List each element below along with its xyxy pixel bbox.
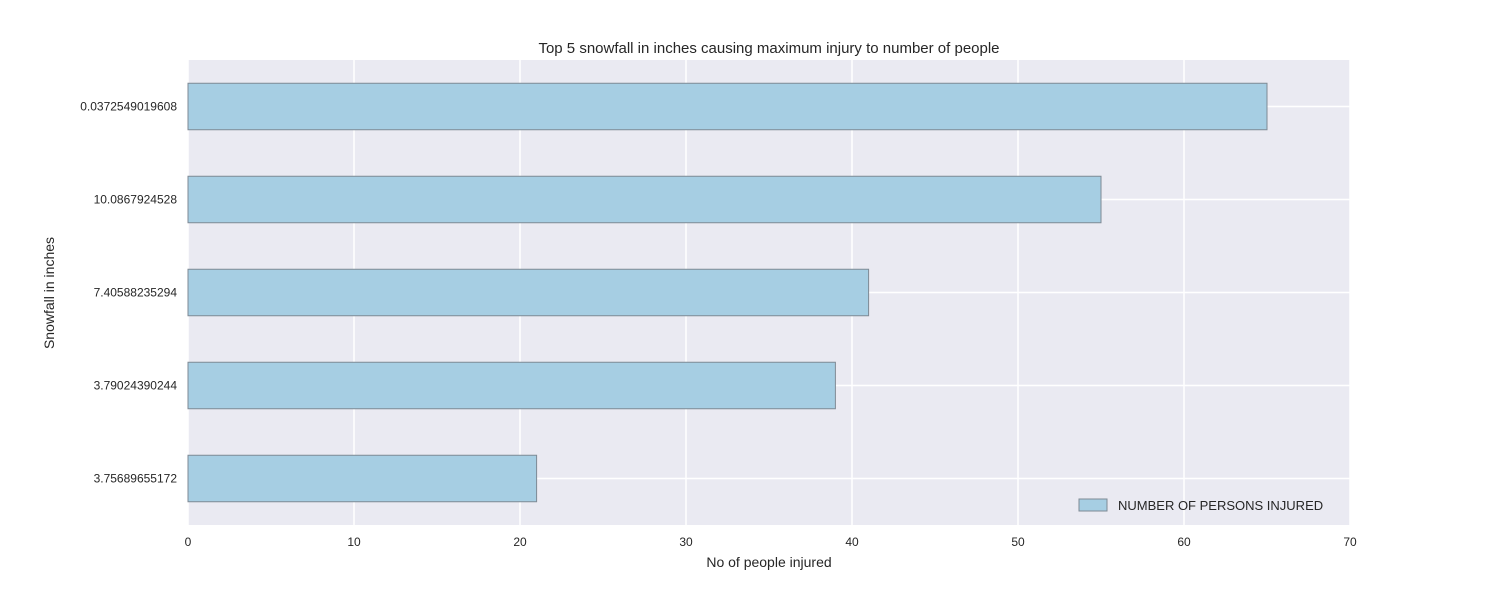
y-axis-label: Snowfall in inches (41, 237, 57, 349)
legend-label: NUMBER OF PERSONS INJURED (1118, 498, 1323, 513)
y-tick-label: 10.0867924528 (94, 193, 178, 207)
y-tick-label: 0.0372549019608 (80, 100, 177, 114)
legend-swatch (1078, 498, 1108, 512)
x-axis-ticks: 0 10 20 30 40 50 60 70 (185, 535, 1357, 549)
x-tick-label: 70 (1343, 535, 1357, 549)
y-tick-label: 3.75689655172 (94, 472, 178, 486)
x-tick-label: 50 (1011, 535, 1025, 549)
x-tick-label: 0 (185, 535, 192, 549)
bar (187, 361, 836, 410)
x-tick-label: 40 (845, 535, 859, 549)
y-axis-ticks: 0.0372549019608 10.0867924528 7.4058823529… (80, 100, 177, 486)
bar (187, 175, 1102, 224)
x-axis-label: No of people injured (706, 554, 831, 570)
x-tick-label: 30 (679, 535, 693, 549)
y-tick-label: 3.79024390244 (94, 379, 178, 393)
y-tick-label: 7.40588235294 (94, 286, 178, 300)
x-tick-label: 10 (347, 535, 361, 549)
bar (187, 454, 538, 503)
legend: NUMBER OF PERSONS INJURED (1078, 498, 1323, 513)
bar (187, 268, 870, 317)
x-tick-label: 60 (1177, 535, 1191, 549)
bar (187, 82, 1268, 131)
bars (187, 82, 1268, 503)
x-tick-label: 20 (513, 535, 527, 549)
chart-title: Top 5 snowfall in inches causing maximum… (538, 40, 999, 57)
